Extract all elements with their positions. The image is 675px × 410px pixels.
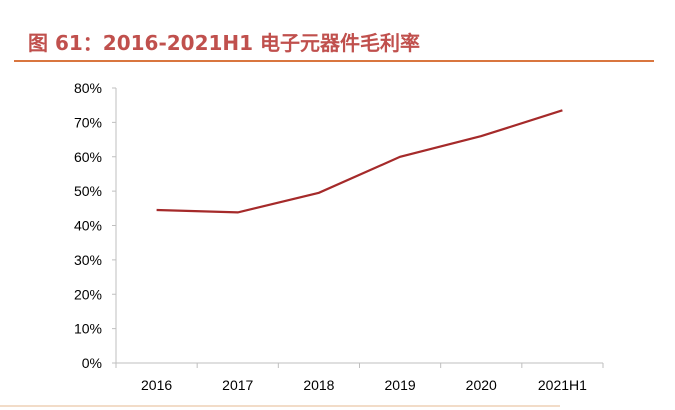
- y-axis: 0% 10% 20% 30% 40% 50% 60% 70% 80%: [74, 80, 117, 371]
- y-tick-label: 80%: [74, 80, 102, 96]
- x-tick-label: 2016: [141, 377, 172, 393]
- y-tick-label: 0%: [82, 355, 102, 371]
- x-tick-label: 2021H1: [538, 377, 587, 393]
- footer-divider: [0, 405, 560, 407]
- y-tick-label: 10%: [74, 321, 102, 337]
- x-tick-label: 2020: [466, 377, 497, 393]
- y-tick-label: 50%: [74, 183, 102, 199]
- y-tick-label: 20%: [74, 286, 102, 302]
- title-underline: [14, 60, 654, 62]
- y-tick-label: 60%: [74, 149, 102, 165]
- x-axis: 2016 2017 2018 2019 2020 2021H1: [115, 362, 604, 393]
- x-tick-label: 2019: [385, 377, 416, 393]
- series-line: [156, 109, 563, 214]
- y-tick-label: 40%: [74, 218, 102, 234]
- series-group: [156, 109, 563, 214]
- x-tick-label: 2017: [222, 377, 253, 393]
- y-tick-label: 30%: [74, 252, 102, 268]
- x-tick-label: 2018: [303, 377, 334, 393]
- y-tick-label: 70%: [74, 114, 102, 130]
- chart-title: 图 61：2016-2021H1 电子元器件毛利率: [28, 31, 421, 55]
